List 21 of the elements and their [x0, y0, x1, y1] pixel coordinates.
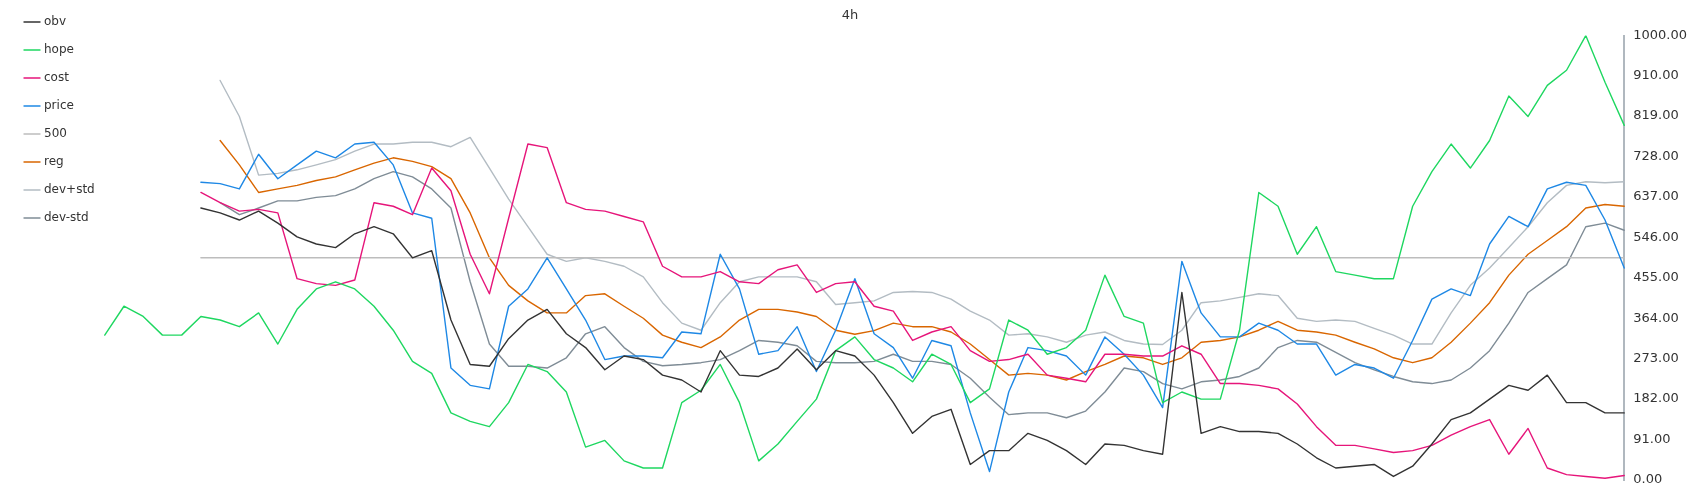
legend-label: reg	[44, 154, 64, 169]
legend-label: hope	[44, 42, 74, 57]
y-tick-label: 819.00	[1633, 107, 1679, 123]
legend-label: cost	[44, 70, 70, 85]
y-tick-label: 546.00	[1633, 228, 1679, 244]
legend-label: 500	[44, 126, 67, 141]
y-tick-label: 91.00	[1633, 430, 1671, 446]
legend-label: obv	[44, 14, 67, 29]
y-tick-label: 182.00	[1633, 390, 1679, 406]
legend-label: dev+std	[44, 182, 95, 197]
y-tick-label: 455.00	[1633, 269, 1679, 285]
y-tick-label: 1000.00	[1633, 26, 1688, 42]
y-tick-label: 910.00	[1633, 66, 1679, 82]
y-tick-label: 364.00	[1633, 309, 1679, 325]
y-tick-label: 0.00	[1633, 471, 1663, 487]
chart-title: 4h	[841, 7, 859, 23]
legend-label: dev-std	[44, 210, 89, 225]
y-tick-label: 273.00	[1633, 350, 1679, 366]
y-tick-label: 637.00	[1633, 188, 1679, 204]
y-tick-label: 728.00	[1633, 147, 1679, 163]
legend-label: price	[44, 98, 74, 113]
